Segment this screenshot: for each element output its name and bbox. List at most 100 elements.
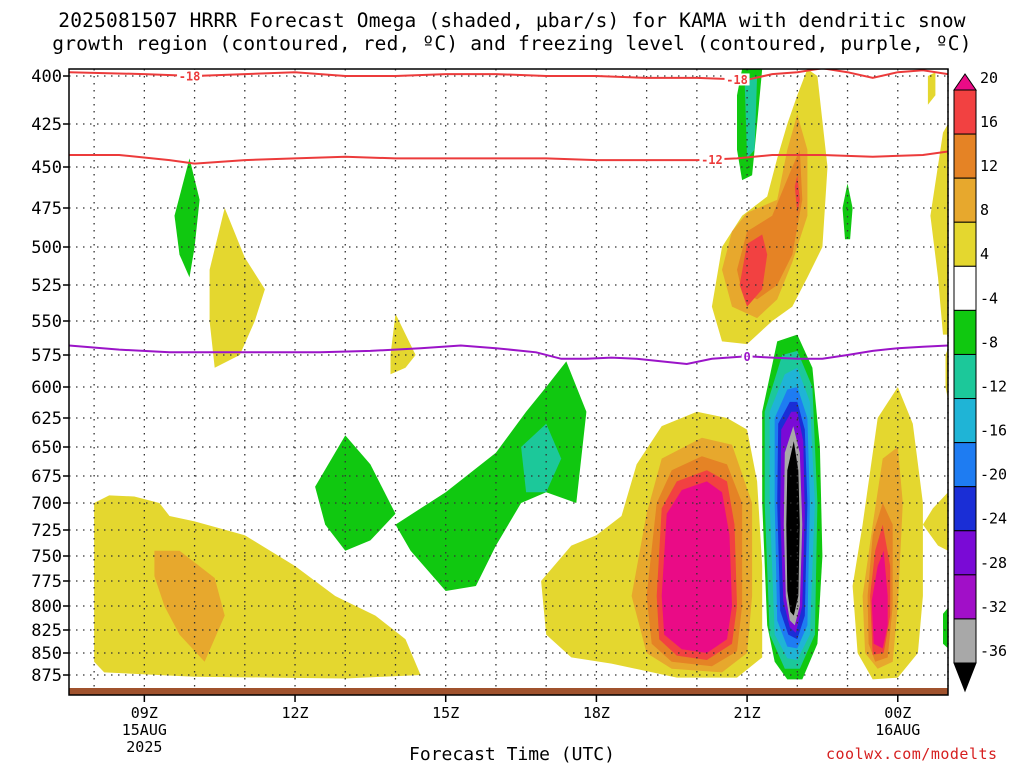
omega-region-38 (786, 441, 800, 616)
omega-region-16 (739, 234, 768, 307)
x-tick-label: 00Z (884, 704, 911, 722)
chart-title-line-1: 2025081507 HRRR Forecast Omega (shaded, … (58, 9, 966, 32)
omega-region-6 (395, 361, 587, 591)
colorbar-label: 20 (980, 69, 998, 87)
y-tick-label-650: 650 (31, 438, 62, 458)
omega-region-4 (174, 158, 200, 278)
y-tick-label-550: 550 (31, 312, 62, 332)
omega-shading (69, 69, 948, 695)
omega-region-20 (842, 183, 853, 240)
x-tick-label: 21Z (734, 704, 761, 722)
colorbar-label: -24 (980, 510, 1007, 528)
colorbar-swatch (953, 89, 977, 135)
temperature-contours: -18 -18 -12 0 (69, 69, 948, 366)
y-tick-label-475: 475 (31, 199, 62, 219)
colorbar-swatch (953, 398, 977, 444)
y-tick-label-875: 875 (31, 666, 62, 686)
y-tick-label-675: 675 (31, 467, 62, 487)
y-tick-label-800: 800 (31, 597, 62, 617)
x-tick-label: 18Z (583, 704, 610, 722)
colorbar-label: -28 (980, 554, 1007, 572)
colorbar-swatch (953, 486, 977, 532)
chart-title-line-2: growth region (contoured, red, ºC) and f… (52, 32, 972, 55)
x-tick-label: 15Z (432, 704, 459, 722)
colorbar-label: -12 (980, 377, 1007, 395)
contour-0 (69, 344, 948, 366)
colorbar-swatch (953, 309, 977, 355)
y-tick-label-525: 525 (31, 276, 62, 296)
colorbar-label: 4 (980, 245, 989, 263)
colorbar-label: -20 (980, 466, 1007, 484)
colorbar-label: 12 (980, 157, 998, 175)
contour-label-bg (177, 69, 203, 82)
y-tick-label-575: 575 (31, 346, 62, 366)
omega-region-7 (521, 423, 562, 493)
contour-label-bg (699, 153, 725, 166)
colorbar-swatch (953, 442, 977, 488)
omega-region-3 (390, 313, 416, 375)
contour--18 (69, 69, 948, 81)
x-tick-label: 2025 (126, 738, 162, 756)
y-tick-label-700: 700 (31, 494, 62, 514)
omega-region-27 (930, 124, 948, 335)
grid (69, 69, 949, 688)
omega-region-28 (922, 492, 948, 551)
omega-region-26 (927, 72, 936, 105)
y-tick-label-725: 725 (31, 521, 62, 541)
colorbar-swatch (953, 177, 977, 223)
x-tick-label: 16AUG (875, 721, 920, 739)
colorbar-label: -4 (980, 289, 998, 307)
omega-region-5 (315, 435, 396, 551)
y-tick-label-600: 600 (31, 378, 62, 398)
y-tick-label-750: 750 (31, 547, 62, 567)
y-tick-label-450: 450 (31, 158, 62, 178)
colorbar-label: 16 (980, 113, 998, 131)
plot-frame (68, 68, 949, 696)
x-tick-label: 15AUG (122, 721, 167, 739)
y-tick-label-625: 625 (31, 409, 62, 429)
watermark: coolwx.com/modelts (826, 745, 998, 763)
ground-band (69, 688, 948, 695)
omega-region-17 (794, 175, 800, 213)
colorbar-swatch (953, 353, 977, 400)
omega-region-25 (871, 550, 888, 649)
x-axis-title: Forecast Time (UTC) (409, 744, 615, 765)
y-axis: 400 425 450 475 500 525 550 575 600 625 650 675 700 7… (31, 67, 69, 686)
colorbar-top-arrow (953, 73, 977, 91)
contour-label: -18 (179, 69, 201, 83)
colorbar-swatch (953, 530, 977, 576)
y-tick-label-775: 775 (31, 572, 62, 592)
colorbar-swatch (953, 221, 977, 267)
colorbar-bottom-arrow (953, 662, 977, 693)
y-tick-label-850: 850 (31, 644, 62, 664)
y-tick-label-400: 400 (31, 67, 62, 87)
x-tick-label: 12Z (281, 704, 308, 722)
colorbar-label: -36 (980, 642, 1007, 660)
omega-region-19 (744, 76, 758, 159)
omega-region-2 (209, 208, 265, 368)
y-tick-label-825: 825 (31, 621, 62, 641)
colorbar: 20 16 12 8 4 -4 -8 -12 -16 -20 -24 -28 -32 -36 (953, 69, 1007, 693)
contour-label: -12 (701, 153, 723, 167)
contour--12 (69, 150, 948, 165)
colorbar-swatch (953, 133, 977, 179)
omega-region-29 (943, 607, 948, 649)
colorbar-swatch (953, 618, 977, 664)
omega-region-0 (94, 495, 421, 679)
contour-label-bg (724, 73, 750, 86)
y-tick-label-425: 425 (31, 115, 62, 135)
colorbar-swatch (953, 265, 977, 311)
y-tick-label-500: 500 (31, 238, 62, 258)
colorbar-swatch (953, 574, 977, 620)
colorbar-label: 8 (980, 201, 989, 219)
contour-label: 0 (743, 350, 750, 364)
omega-region-1 (154, 550, 225, 662)
plot-border (68, 68, 949, 696)
colorbar-label: -8 (980, 333, 998, 351)
contour-label-bg (741, 350, 753, 363)
colorbar-label: -32 (980, 598, 1007, 616)
contour-label: -18 (726, 73, 748, 87)
colorbar-label: -16 (980, 422, 1007, 440)
